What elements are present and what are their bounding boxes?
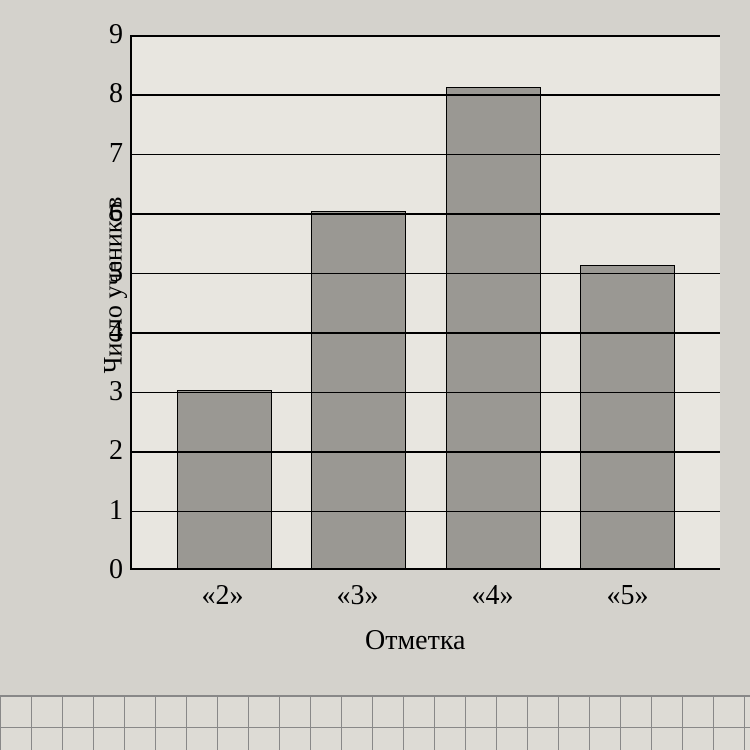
gridline bbox=[132, 213, 720, 215]
x-tick-label: «5» bbox=[578, 580, 678, 612]
y-tick-label: 6 bbox=[95, 197, 123, 229]
gridline bbox=[132, 35, 720, 37]
bar bbox=[580, 265, 675, 568]
y-tick-label: 5 bbox=[95, 257, 123, 289]
y-tick-label: 4 bbox=[95, 316, 123, 348]
gridline bbox=[132, 392, 720, 394]
gridline bbox=[132, 273, 720, 275]
grid-paper bbox=[0, 695, 750, 750]
x-axis-label: Отметка bbox=[365, 625, 465, 657]
bars-container bbox=[132, 35, 720, 568]
bar bbox=[177, 390, 272, 568]
y-tick-label: 8 bbox=[95, 78, 123, 110]
gridline bbox=[132, 332, 720, 334]
bar bbox=[311, 211, 406, 568]
gridline bbox=[132, 511, 720, 513]
y-tick-label: 9 bbox=[95, 19, 123, 51]
plot-area bbox=[130, 35, 720, 570]
chart-container: Число учеников Отметка 0123456789«2»«3»«… bbox=[30, 20, 730, 660]
x-tick-label: «3» bbox=[308, 580, 408, 612]
y-tick-label: 2 bbox=[95, 435, 123, 467]
gridline bbox=[132, 94, 720, 96]
y-tick-label: 7 bbox=[95, 138, 123, 170]
gridline bbox=[132, 451, 720, 453]
gridline bbox=[132, 154, 720, 156]
x-tick-label: «4» bbox=[443, 580, 543, 612]
y-tick-label: 0 bbox=[95, 554, 123, 586]
y-tick-label: 3 bbox=[95, 376, 123, 408]
y-tick-label: 1 bbox=[95, 495, 123, 527]
bar bbox=[446, 87, 541, 569]
x-tick-label: «2» bbox=[173, 580, 273, 612]
